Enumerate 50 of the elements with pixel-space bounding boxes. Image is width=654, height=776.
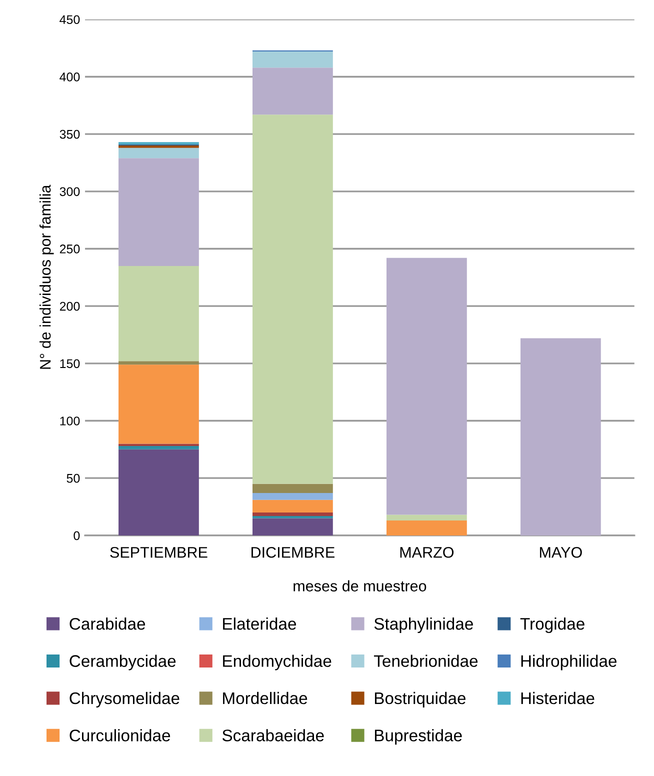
bar <box>252 518 333 536</box>
bar <box>386 258 467 515</box>
bar <box>252 52 333 68</box>
bar <box>386 520 467 536</box>
bar <box>118 148 199 158</box>
y-tick-label: 300 <box>60 187 80 196</box>
bar <box>520 338 601 536</box>
legend-label: Histeridae <box>521 692 594 704</box>
legend-label: Scarabaeidae <box>222 729 324 742</box>
x-axis-title: meses de muestreo <box>294 580 426 592</box>
bar <box>118 449 199 536</box>
y-tick-label: 400 <box>60 72 80 82</box>
x-tick-label: MAYO <box>540 546 582 558</box>
bar <box>252 493 333 500</box>
bar <box>118 446 199 450</box>
bar <box>386 514 467 521</box>
bar <box>252 114 333 484</box>
bar <box>118 361 199 365</box>
y-tick-label: 0 <box>74 531 80 540</box>
legend-label: Staphylinidae <box>374 618 473 634</box>
y-tick-label: 150 <box>60 359 80 368</box>
y-tick-label: 100 <box>60 416 80 426</box>
x-tick-label: DICIEMBRE <box>252 546 334 558</box>
legend-label: Trogidae <box>520 618 584 634</box>
legend-label: Curculionidae <box>70 729 170 742</box>
bar <box>252 68 333 115</box>
legend-label: Chrysomelidae <box>70 692 180 708</box>
bar <box>252 512 333 516</box>
y-tick-label: 250 <box>60 244 80 254</box>
bar <box>118 158 199 266</box>
legend-label: Bostriquidae <box>374 692 466 708</box>
legend-label: Tenebrionidae <box>374 654 478 667</box>
legend-label: Hidrophilidae <box>521 654 617 670</box>
y-tick-label: 200 <box>60 302 80 311</box>
legend-label: Mordellidae <box>223 692 308 704</box>
legend-label: Cerambycidae <box>70 654 176 670</box>
legend-label: Endomychidae <box>223 654 332 670</box>
x-tick-label: MARZO <box>400 546 454 558</box>
bar <box>252 484 333 494</box>
legend-label: Carabidae <box>70 618 146 630</box>
y-tick-label: 350 <box>60 130 80 139</box>
y-tick-label: 50 <box>66 474 80 483</box>
legend-label: Elateridae <box>223 618 296 630</box>
x-tick-label: SEPTIEMBRE <box>110 546 208 558</box>
y-axis-title: N° de individuos por familia <box>40 184 54 369</box>
bar <box>118 364 199 444</box>
legend-label: Buprestidae <box>374 729 462 745</box>
bar <box>252 500 333 513</box>
y-tick-label: 450 <box>60 15 80 24</box>
bar <box>118 266 199 362</box>
